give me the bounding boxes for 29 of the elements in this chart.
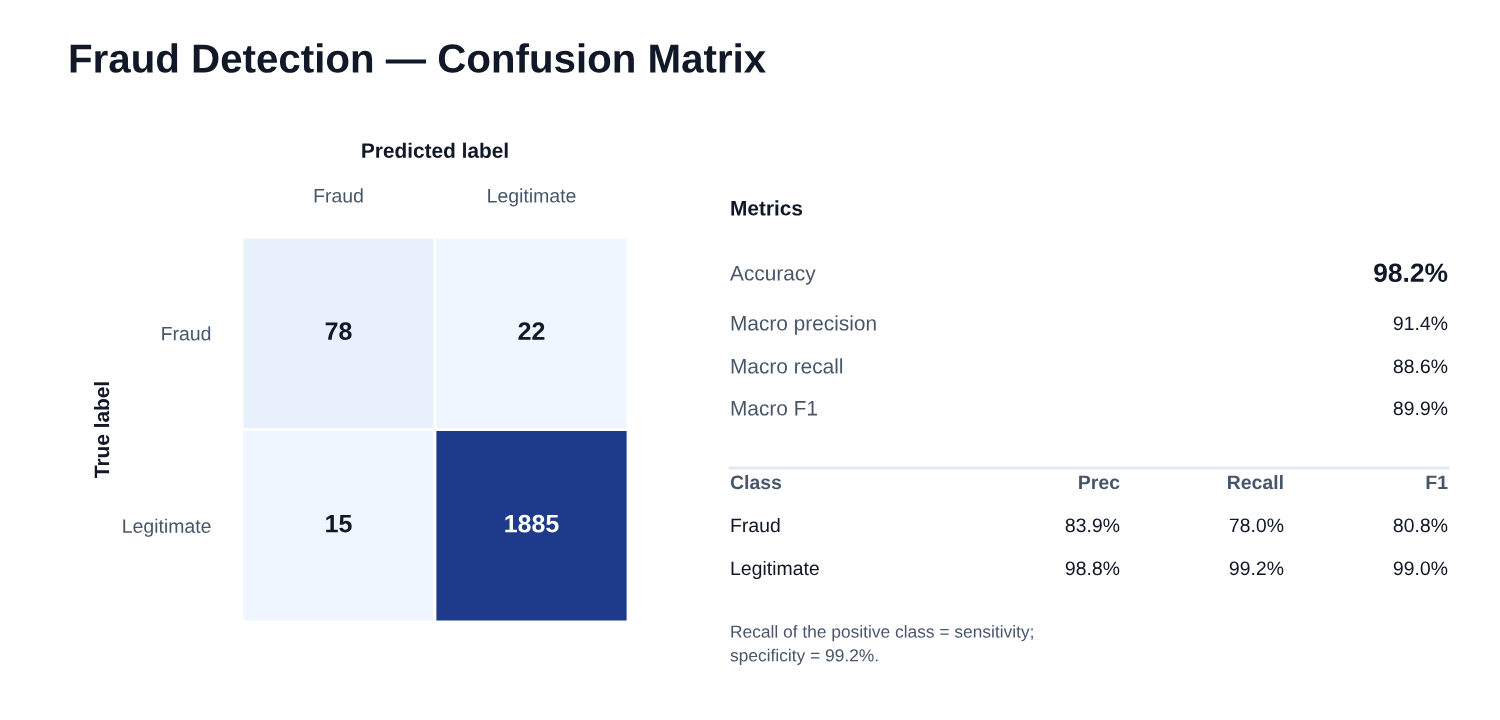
text: 78.0% <box>1229 518 1284 533</box>
data-label: 15 <box>326 515 352 533</box>
text: Metrics <box>731 200 803 216</box>
data-label: 78 <box>325 322 352 340</box>
text: F1 <box>1426 475 1448 490</box>
data-label: 1885 <box>505 514 559 533</box>
text: Class <box>730 474 782 490</box>
text: 89.9% <box>1393 401 1448 416</box>
text: 80.8% <box>1393 518 1448 533</box>
text: Accuracy <box>730 266 816 285</box>
text: Prec <box>1079 475 1120 490</box>
text: Recall <box>1228 474 1283 490</box>
text: 91.4% <box>1393 316 1448 331</box>
text: 98.2% <box>1374 263 1448 283</box>
y-axis-title: True label <box>93 382 110 478</box>
text: 99.0% <box>1393 561 1448 576</box>
text: Macro precision <box>731 315 876 335</box>
text: Legitimate <box>731 560 819 580</box>
text: 98.8% <box>1065 561 1120 576</box>
text: Macro recall <box>731 358 843 374</box>
data-label: 22 <box>518 322 545 340</box>
text: Recall of the positive class = sensitivity; specificity = 99.2%. <box>730 625 1033 665</box>
x-axis-title: Predicted label <box>362 142 508 158</box>
text: 99.2% <box>1229 561 1284 576</box>
text: 88.6% <box>1393 359 1448 374</box>
text: Macro F1 <box>731 401 817 416</box>
chart-title: Fraud Detection — Confusion Matrix <box>70 43 766 73</box>
text: 83.9% <box>1065 518 1120 533</box>
text: Fraud <box>731 517 780 533</box>
